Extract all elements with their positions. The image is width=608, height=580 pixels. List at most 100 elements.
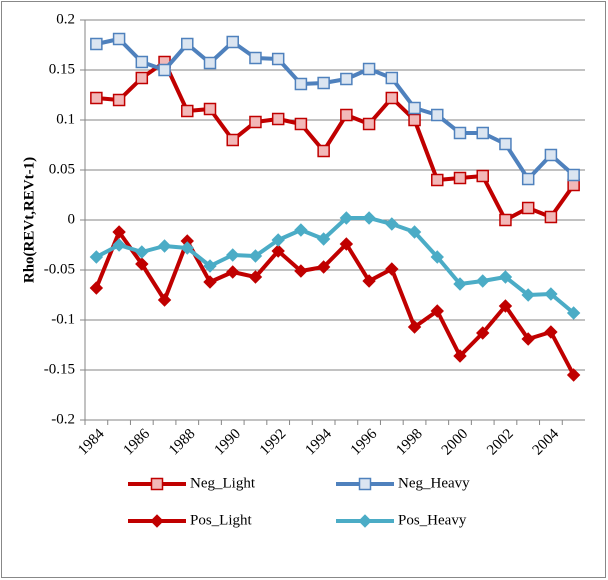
legend-label: Pos_Light: [190, 512, 253, 528]
data-point: [408, 101, 421, 115]
data-point: [431, 108, 444, 122]
legend-label: Pos_Heavy: [398, 512, 467, 528]
data-point: [89, 281, 104, 295]
data-point: [226, 133, 239, 147]
data-point: [112, 238, 126, 252]
data-point: [499, 137, 512, 151]
data-point: [476, 169, 489, 183]
series-line: [96, 60, 576, 222]
data-point: [476, 274, 490, 288]
data-point: [567, 168, 580, 182]
data-point: [544, 148, 558, 162]
data-point: [135, 55, 149, 69]
data-point: [271, 52, 285, 66]
data-point: [90, 91, 103, 105]
y-tick-label: 0: [68, 211, 76, 227]
data-point: [181, 37, 194, 51]
data-point: [294, 117, 308, 131]
data-point: [90, 37, 103, 51]
data-point: [89, 250, 104, 264]
data-point: [521, 288, 535, 302]
data-point: [294, 223, 308, 237]
data-point: [498, 270, 513, 284]
data-point: [453, 277, 467, 291]
data-point: [203, 259, 217, 273]
data-point: [407, 225, 422, 239]
data-point: [362, 62, 376, 76]
data-point: [430, 250, 444, 264]
series-line: [95, 37, 575, 181]
data-point: [271, 233, 285, 247]
data-point: [226, 265, 240, 279]
y-tick-label: 0.1: [56, 111, 75, 127]
data-point: [249, 115, 262, 129]
data-point: [453, 171, 467, 185]
data-point: [203, 275, 217, 289]
data-point: [521, 172, 535, 186]
data-point: [476, 326, 490, 340]
data-point: [317, 144, 330, 158]
data-point: [112, 93, 126, 107]
data-point: [112, 32, 126, 46]
data-point: [453, 126, 467, 140]
y-tick-label: -0.15: [44, 361, 75, 377]
data-point: [135, 245, 149, 259]
data-point: [294, 264, 308, 278]
data-point: [566, 368, 581, 382]
data-point: [135, 257, 149, 271]
data-point: [316, 260, 331, 274]
y-tick-label: 0.2: [56, 11, 75, 27]
data-point: [407, 320, 422, 334]
series-line: [94, 230, 576, 376]
y-tick-label: -0.1: [51, 311, 75, 327]
data-point: [339, 237, 354, 251]
data-point: [385, 71, 399, 85]
data-point: [157, 293, 172, 307]
data-point: [499, 213, 512, 227]
data-point: [521, 332, 535, 346]
data-point: [157, 239, 172, 253]
y-tick-label: 0.05: [49, 161, 75, 177]
data-point: [544, 287, 558, 301]
data-point: [181, 104, 194, 118]
data-point: [249, 51, 262, 65]
data-point: [566, 306, 581, 320]
data-point: [453, 349, 467, 363]
data-point: [317, 76, 330, 90]
data-point: [362, 274, 376, 288]
data-point: [271, 112, 285, 126]
data-point: [340, 108, 353, 122]
legend-label: Neg_Light: [190, 475, 256, 491]
data-point: [476, 126, 489, 140]
data-point: [408, 113, 421, 127]
data-point: [339, 211, 354, 225]
data-point: [544, 325, 558, 339]
data-point: [203, 102, 217, 116]
data-point: [316, 232, 331, 246]
data-point: [294, 77, 308, 91]
data-point: [385, 262, 399, 276]
series-line: [95, 216, 575, 315]
data-point: [362, 117, 376, 131]
data-point: [112, 225, 126, 239]
legend-marker: [150, 514, 164, 528]
data-point: [385, 91, 399, 105]
legend-label: Neg_Heavy: [398, 475, 470, 491]
data-point: [340, 72, 353, 86]
y-tick-label: -0.05: [44, 261, 75, 277]
data-point: [158, 63, 171, 77]
data-point: [362, 211, 376, 225]
legend-marker: [150, 477, 164, 491]
data-point: [271, 244, 285, 258]
y-axis-title: Rho(REVt,REVt-1): [21, 157, 37, 283]
y-tick-label: 0.15: [49, 61, 75, 77]
data-point: [203, 56, 217, 70]
data-point: [544, 210, 558, 224]
legend-marker: [358, 514, 372, 528]
data-point: [226, 35, 239, 49]
data-point: [498, 299, 513, 313]
data-point: [385, 217, 399, 231]
data-point: [180, 241, 194, 255]
legend-marker: [358, 477, 372, 491]
